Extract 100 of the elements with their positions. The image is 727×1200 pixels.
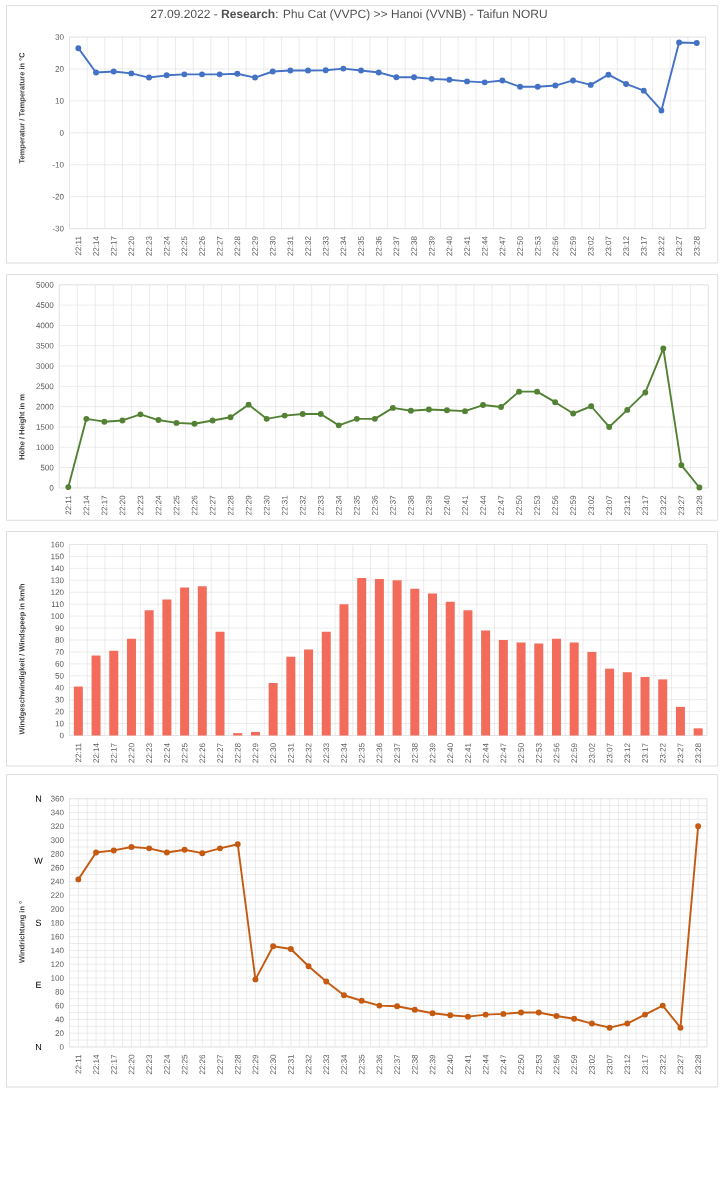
y-tick-label: 1500 — [36, 424, 54, 430]
bar — [91, 655, 101, 736]
x-tick-label: 22:59 — [571, 1054, 578, 1075]
chart-title: 27.09.2022 - Research: Phu Cat (VVPC) >> Hanoi (VVNB) - Taifun NORU — [150, 9, 547, 21]
text: E — [36, 981, 42, 989]
x-tick-label: 23:02 — [588, 495, 595, 516]
y-tick-label: 60 — [55, 1002, 64, 1009]
point — [371, 415, 378, 422]
x-tick-label: 22:44 — [481, 236, 488, 256]
text: S — [35, 919, 42, 927]
bar — [551, 638, 561, 736]
x-tick-label: 23:12 — [623, 236, 629, 256]
point — [181, 846, 188, 853]
x-tick-label: 23:17 — [642, 743, 648, 763]
point — [323, 978, 330, 985]
y-tick-label: 100 — [51, 975, 64, 981]
x-tick-label: 23:27 — [677, 1054, 684, 1075]
bar — [428, 593, 438, 736]
y-tick-label: 80 — [55, 988, 64, 995]
x-tick-label: 23:07 — [606, 743, 613, 763]
x-tick-label: 22:41 — [465, 743, 471, 763]
x-tick-label: 22:32 — [305, 236, 311, 256]
x-tick-label: 23:07 — [606, 1054, 613, 1075]
y-tick-label: 0 — [59, 732, 64, 739]
point — [481, 79, 488, 86]
y-tick-label: -10 — [52, 161, 64, 168]
x-tick-label: 22:27 — [209, 495, 216, 516]
y-tick-label: 20 — [55, 708, 64, 715]
x-tick-label: 22:28 — [234, 743, 241, 763]
x-tick-label: 22:24 — [164, 1054, 170, 1075]
x-tick-label: 22:44 — [482, 1054, 489, 1075]
point — [587, 81, 594, 88]
point — [462, 408, 468, 415]
y-tick-label: 90 — [55, 625, 64, 631]
point — [287, 946, 294, 952]
bar — [215, 631, 225, 736]
x-tick-label: 22:56 — [552, 236, 559, 256]
x-tick-label: 22:31 — [288, 743, 294, 763]
x-tick-label: 22:11 — [75, 1054, 82, 1074]
y-tick-label: 0 — [59, 1044, 64, 1050]
x-tick-label: 22:23 — [146, 236, 152, 256]
x-tick-label: 22:20 — [128, 1054, 135, 1075]
y-tick-label: 2000 — [36, 403, 54, 410]
x-tick-label: 22:29 — [252, 236, 258, 256]
bar — [587, 651, 597, 736]
x-tick-label: 22:50 — [518, 1054, 524, 1075]
point — [110, 68, 117, 75]
y-tick-label: 260 — [51, 864, 64, 871]
x-tick-label: 22:53 — [535, 1054, 542, 1075]
x-tick-label: 22:56 — [552, 495, 558, 516]
x-tick-label: 22:17 — [101, 495, 108, 516]
x-tick-label: 23:22 — [658, 236, 665, 256]
x-tick-label: 22:25 — [173, 495, 180, 516]
y-tick-label: 70 — [55, 649, 64, 655]
point — [227, 414, 234, 421]
y-tick-label: 3500 — [36, 342, 54, 349]
x-tick-label: 22:44 — [480, 495, 486, 516]
point — [137, 411, 144, 418]
x-tick-label: 22:47 — [500, 1054, 507, 1075]
x-tick-label: 22:20 — [128, 236, 135, 256]
point — [677, 1024, 684, 1031]
x-tick-label: 22:11 — [65, 495, 72, 515]
x-tick-label: 22:38 — [411, 743, 418, 763]
x-tick-label: 22:53 — [534, 236, 541, 256]
y-tick-label: 40 — [55, 1016, 64, 1023]
x-tick-label: 22:30 — [270, 743, 276, 763]
x-tick-label: 23:27 — [677, 743, 684, 763]
x-tick-label: 23:02 — [589, 1054, 595, 1075]
x-tick-label: 22:33 — [322, 236, 329, 256]
point — [696, 484, 703, 491]
point — [389, 404, 396, 411]
y-tick-label: 4000 — [36, 322, 54, 329]
point — [623, 80, 630, 87]
x-tick-label: 22:44 — [482, 743, 489, 763]
bar — [304, 649, 314, 736]
x-tick-label: 23:07 — [605, 236, 612, 256]
x-tick-label: 23:17 — [642, 495, 649, 516]
point — [642, 1011, 648, 1018]
x-tick-label: 23:28 — [696, 495, 703, 516]
x-tick-label: 22:38 — [408, 495, 414, 516]
point — [245, 401, 252, 408]
y-tick-label: 150 — [51, 553, 64, 560]
x-tick-label: 22:35 — [353, 495, 360, 516]
x-tick-label: 22:25 — [181, 1054, 188, 1075]
x-tick-label: 22:24 — [163, 236, 170, 256]
x-tick-label: 22:35 — [358, 743, 365, 763]
point — [93, 849, 100, 856]
point — [317, 411, 324, 417]
point — [269, 68, 276, 75]
y-tick-label: 320 — [50, 823, 64, 830]
bar — [640, 677, 650, 736]
x-tick-label: 22:41 — [464, 236, 470, 256]
y-tick-label: 120 — [51, 589, 64, 596]
x-tick-label: 22:32 — [305, 743, 312, 763]
x-tick-label: 22:39 — [429, 1054, 436, 1075]
x-tick-label: 22:41 — [465, 1054, 471, 1075]
point — [75, 876, 82, 883]
point — [676, 39, 683, 46]
point — [444, 407, 450, 414]
point — [305, 963, 312, 970]
